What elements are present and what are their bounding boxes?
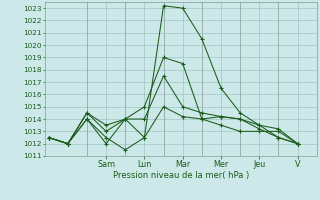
X-axis label: Pression niveau de la mer( hPa ): Pression niveau de la mer( hPa ) xyxy=(113,171,249,180)
